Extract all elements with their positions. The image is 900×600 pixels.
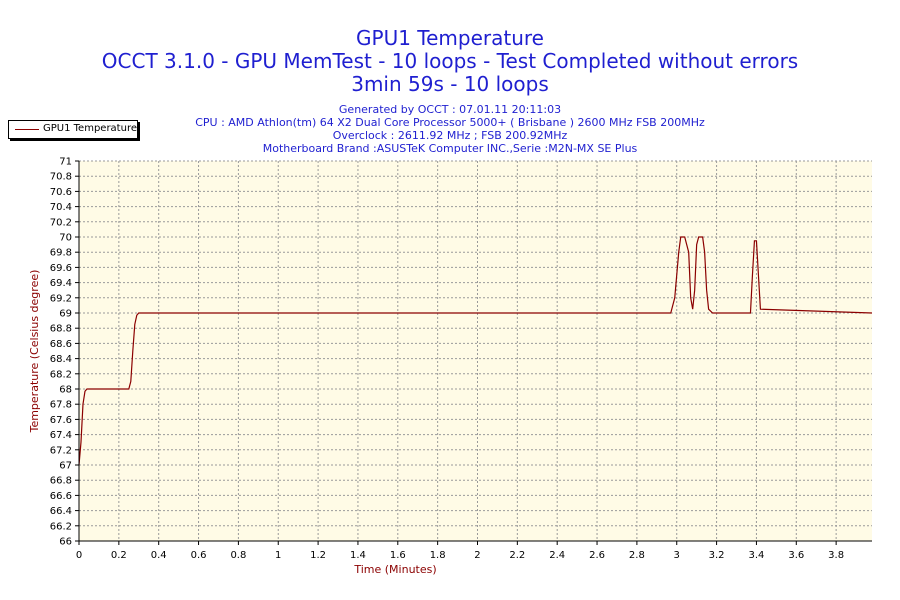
x-tick-label: 1.4: [350, 550, 366, 561]
y-tick-label: 68: [59, 385, 72, 396]
y-tick-label: 70.4: [50, 202, 72, 213]
y-tick-label: 70.2: [50, 217, 72, 228]
x-tick-label: 2.8: [629, 550, 645, 561]
y-tick-label: 66.6: [50, 491, 72, 502]
generated-info: Generated by OCCT : 07.01.11 20:11:03: [338, 103, 562, 116]
series-line-gpu1-temperature: [78, 236, 873, 466]
y-tick-label: 66: [59, 537, 72, 548]
y-tick-label: 70.6: [50, 187, 72, 198]
y-tick-label: 69: [59, 309, 72, 320]
y-tick-label: 70.8: [50, 172, 72, 183]
y-tick-label: 71: [59, 157, 72, 168]
y-tick-label: 66.2: [50, 521, 72, 532]
y-tick-label: 66.4: [50, 506, 72, 517]
x-tick-label: 0.8: [230, 550, 246, 561]
x-tick-label: 3.6: [788, 550, 804, 561]
x-tick-label: 1.2: [310, 550, 326, 561]
plot-area: [79, 161, 872, 541]
x-tick-label: 3.8: [828, 550, 844, 561]
y-tick-label: 68.6: [50, 339, 72, 350]
legend-swatch: [15, 129, 39, 130]
x-tick-label: 2.6: [589, 550, 605, 561]
x-tick-label: 2.2: [509, 550, 525, 561]
motherboard-info: Motherboard Brand :ASUSTeK Computer INC.…: [262, 142, 638, 155]
y-tick-label: 67.8: [50, 400, 72, 411]
y-axis-title: Temperature (Celsius degree): [28, 270, 41, 434]
x-tick-label: 3.4: [748, 550, 764, 561]
y-tick-label: 69.4: [50, 278, 72, 289]
y-tick-label: 67.2: [50, 445, 72, 456]
y-tick-label: 67: [59, 461, 72, 472]
test-duration: 3min 59s - 10 loops: [351, 72, 549, 96]
y-tick-label: 69.8: [50, 248, 72, 259]
axis-ticks: 66 66.2 66.4 66.6 66.8 67 67.2 67.4 67.6 67.8 68 68…: [50, 157, 844, 562]
legend-label: GPU1 Temperature: [43, 123, 137, 134]
x-tick-label: 2.4: [549, 550, 565, 561]
y-tick-label: 67.6: [50, 415, 72, 426]
legend: GPU1 Temperature: [8, 120, 138, 139]
y-tick-label: 68.8: [50, 324, 72, 335]
x-tick-label: 0.2: [111, 550, 127, 561]
x-tick-label: 1.6: [390, 550, 406, 561]
x-axis-title: Time (Minutes): [353, 563, 436, 576]
y-tick-label: 67.4: [50, 430, 72, 441]
y-tick-label: 68.4: [50, 354, 72, 365]
y-tick-label: 66.8: [50, 476, 72, 487]
x-tick-label: 1.8: [430, 550, 446, 561]
x-tick-label: 2: [474, 550, 480, 561]
x-tick-label: 3.2: [709, 550, 725, 561]
y-tick-label: 69.2: [50, 293, 72, 304]
x-tick-label: 0: [76, 550, 82, 561]
x-tick-label: 0.6: [191, 550, 207, 561]
y-tick-label: 68.2: [50, 369, 72, 380]
y-tick-label: 69.6: [50, 263, 72, 274]
x-tick-label: 0.4: [151, 550, 167, 561]
chart-subtitle: OCCT 3.1.0 - GPU MemTest - 10 loops - Te…: [101, 49, 799, 73]
chart-title: GPU1 Temperature: [356, 26, 544, 50]
overclock-info: Overclock : 2611.92 MHz ; FSB 200.92MHz: [332, 129, 568, 142]
x-tick-label: 3: [674, 550, 680, 561]
y-tick-label: 70: [59, 233, 72, 244]
x-tick-label: 1: [275, 550, 281, 561]
cpu-info: CPU : AMD Athlon(tm) 64 X2 Dual Core Pro…: [195, 116, 705, 129]
